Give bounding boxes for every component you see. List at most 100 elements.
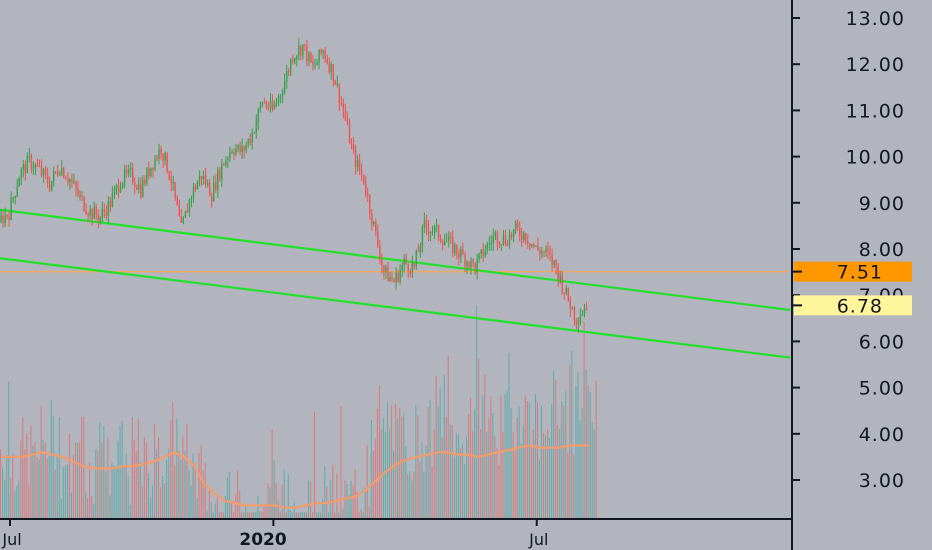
candle-body [235, 149, 237, 155]
candle-body [101, 209, 104, 217]
candle-body [217, 170, 219, 191]
price-line-badge-bg [794, 261, 912, 282]
candle-body [55, 171, 57, 173]
candle-body [127, 169, 130, 173]
volume-bar [263, 506, 265, 519]
candle-body [474, 263, 476, 273]
candle-body [0, 215, 2, 222]
candle-body [30, 155, 33, 169]
candle-body [413, 263, 416, 267]
candle-body [571, 307, 574, 310]
volume-bar [389, 428, 391, 519]
volume-bar [466, 436, 468, 519]
volume-bar [273, 459, 275, 519]
volume-bar [220, 512, 222, 519]
volume-bar [316, 512, 318, 519]
volume-bar [307, 480, 310, 519]
candle-body [579, 316, 582, 323]
y-tick-label: 3.00 [859, 470, 905, 492]
volume-bar [563, 405, 565, 519]
volume-bar [453, 456, 455, 519]
x-tick-label: Jul [1, 530, 21, 549]
volume-bar [265, 504, 267, 519]
candle-body [409, 271, 412, 274]
volume-bar [490, 396, 492, 519]
candle-body [405, 258, 407, 265]
candle-body [437, 225, 440, 239]
trendlines[interactable] [0, 208, 791, 359]
candle-body [324, 50, 326, 59]
candle-body [549, 252, 551, 255]
volume-bar [427, 407, 429, 519]
volume-bar [121, 420, 123, 519]
volume-bar [20, 440, 22, 519]
candle-body [356, 159, 359, 168]
candle-body [535, 245, 537, 247]
volume-moving-average [2, 444, 590, 509]
last-price-badge-label: 6.78 [837, 295, 883, 317]
candle-body [245, 144, 247, 151]
volume-bar [32, 445, 34, 519]
volume-bar [107, 437, 109, 519]
volume-bar [162, 476, 164, 519]
volume-bar [303, 512, 306, 519]
volume-bar [482, 395, 484, 519]
volume-bar [16, 485, 18, 519]
volume-bar [567, 452, 569, 519]
candle-body [431, 231, 434, 233]
volume-bar [312, 512, 314, 519]
candle-body [207, 183, 209, 185]
volume-bar [135, 451, 137, 519]
volume-bar [58, 417, 60, 519]
candle-body [130, 168, 132, 170]
candle-body [375, 221, 377, 231]
volume-bar [451, 425, 453, 519]
volume-bar [257, 495, 259, 519]
candle-body [61, 168, 63, 174]
candle-body [330, 64, 332, 73]
candle-body [261, 102, 264, 106]
volume-bar [66, 464, 69, 519]
candle-body [215, 182, 217, 191]
volume-bar [204, 462, 206, 519]
volume-bar [587, 385, 589, 519]
candle-body [111, 193, 114, 207]
volume-bar [198, 452, 200, 519]
candle-body [486, 243, 488, 251]
candle-body [567, 288, 570, 301]
volume-bar [249, 512, 251, 519]
candle-body [575, 319, 578, 325]
candle-body [166, 152, 168, 172]
candle-body [28, 155, 31, 157]
candle-body [381, 259, 383, 266]
candle-body [225, 160, 227, 166]
candle-body [209, 183, 211, 197]
candle-body [421, 227, 424, 247]
candle-body [348, 121, 351, 143]
candle-body [119, 187, 122, 193]
candle-body [99, 216, 102, 221]
candle-body [200, 176, 203, 179]
candle-body [521, 235, 523, 240]
volume-bar [277, 499, 279, 519]
volume-bar [368, 506, 370, 519]
volume-bar [40, 405, 42, 519]
volume-bar [409, 471, 411, 519]
candle-body [555, 260, 557, 267]
volume-bar [575, 385, 577, 519]
volume-bar [518, 406, 520, 519]
candle-body [300, 46, 302, 56]
candle-body [237, 145, 239, 150]
candle-body [168, 171, 170, 179]
volume-bar [222, 512, 225, 519]
candle-body [251, 133, 253, 143]
y-tick-label: 6.00 [859, 331, 905, 353]
volume-bar [156, 449, 158, 519]
candle-body [462, 249, 464, 255]
candle-body [425, 219, 428, 228]
volume-bar [502, 431, 504, 519]
candle-body [411, 263, 414, 274]
volume-bar [380, 429, 383, 519]
y-tick-label: 10.00 [846, 147, 905, 169]
